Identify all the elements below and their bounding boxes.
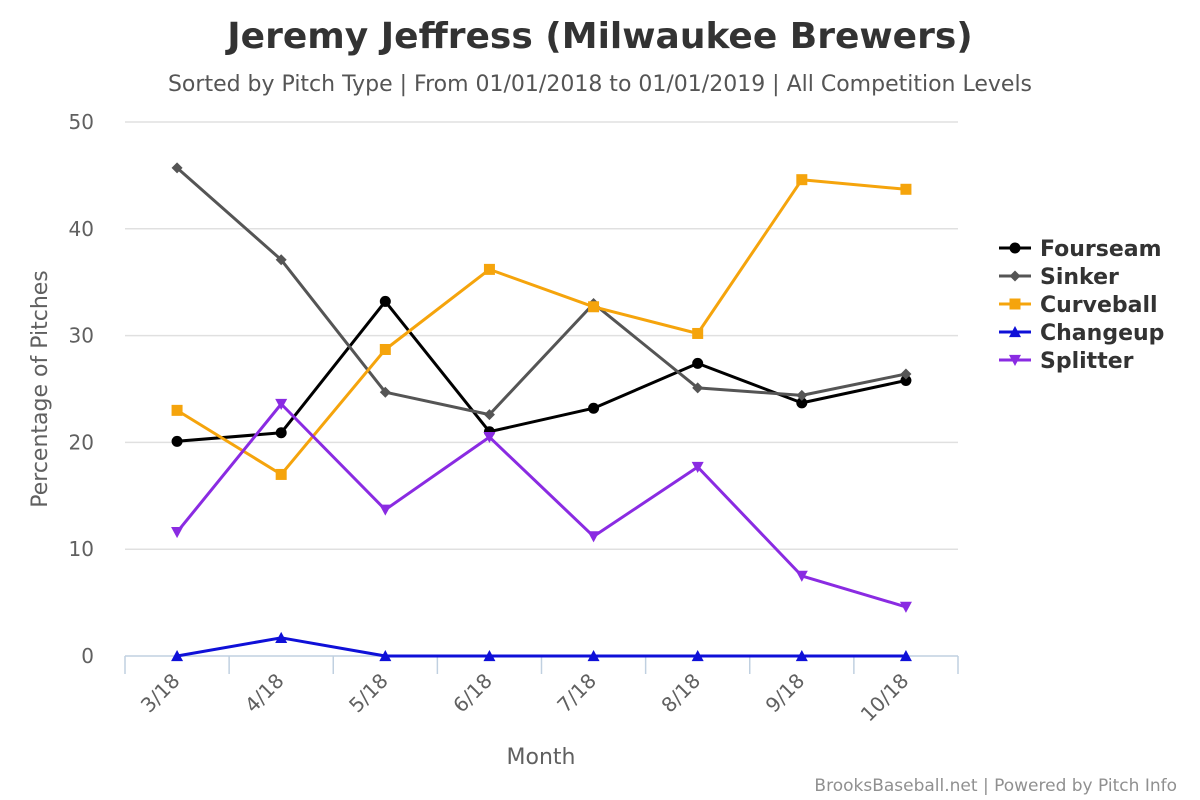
data-point-sinker: [379, 386, 391, 398]
data-point-curveball: [275, 468, 287, 480]
data-point-curveball: [171, 404, 183, 416]
chart-subtitle: Sorted by Pitch Type | From 01/01/2018 t…: [168, 72, 1032, 97]
grid-lines: 0 10 20 30 40 50: [69, 110, 958, 668]
data-point-splitter: [171, 527, 184, 539]
legend-marker-icon: [1009, 298, 1021, 310]
data-point-splitter: [587, 531, 600, 543]
legend-item-curveball[interactable]: Curveball: [999, 293, 1158, 318]
x-axis-title: Month: [507, 745, 576, 770]
data-point-curveball: [692, 327, 704, 339]
y-tick-label: 40: [69, 217, 94, 241]
legend-item-fourseam[interactable]: Fourseam: [999, 237, 1162, 262]
data-point-sinker: [275, 254, 287, 266]
series-sinker: [171, 162, 912, 421]
data-point-curveball: [588, 301, 600, 313]
series-curveball: [171, 174, 912, 480]
y-tick-label: 20: [69, 430, 94, 454]
data-point-sinker: [796, 389, 808, 401]
data-point-sinker: [900, 368, 912, 380]
data-point-changeup: [275, 631, 288, 643]
data-point-splitter: [483, 431, 496, 444]
data-point-curveball: [483, 263, 495, 275]
y-tick-label: 30: [69, 324, 94, 348]
data-point-sinker: [483, 409, 495, 421]
y-tick-label: 50: [69, 110, 94, 134]
legend-label: Sinker: [1040, 265, 1119, 290]
y-tick-label: 10: [69, 537, 94, 561]
data-point-changeup: [899, 650, 912, 662]
series-line-sinker: [175, 166, 908, 417]
data-point-fourseam: [796, 397, 808, 409]
data-point-splitter: [275, 398, 288, 410]
y-tick-label: 0: [81, 644, 94, 668]
data-point-splitter: [691, 461, 704, 473]
legend-marker-icon: [1009, 354, 1021, 366]
legend-marker-icon: [1009, 242, 1021, 254]
data-point-changeup: [379, 650, 392, 662]
legend-item-changeup[interactable]: Changeup: [999, 321, 1164, 346]
data-point-fourseam: [379, 295, 391, 307]
data-point-fourseam: [171, 435, 183, 447]
series-fourseam: [171, 295, 912, 447]
data-point-splitter: [795, 570, 808, 582]
data-point-curveball: [796, 174, 808, 186]
data-point-splitter: [379, 504, 392, 516]
data-point-changeup: [587, 650, 600, 662]
chart-title: Jeremy Jeffress (Milwaukee Brewers): [224, 16, 972, 57]
series-splitter: [171, 398, 912, 613]
legend-label: Fourseam: [1040, 237, 1162, 262]
data-point-curveball: [379, 343, 391, 355]
data-point-changeup: [171, 650, 184, 662]
data-point-splitter: [899, 601, 912, 613]
data-point-changeup: [483, 650, 496, 662]
legend-label: Splitter: [1040, 349, 1134, 374]
legend: Fourseam Sinker Curveball Changeup Splitter: [999, 237, 1164, 374]
data-point-fourseam: [275, 427, 287, 439]
series-changeup: [171, 631, 912, 662]
legend-marker-icon: [1009, 326, 1021, 338]
data-point-sinker: [171, 162, 183, 174]
data-point-fourseam: [900, 374, 912, 386]
series-line-changeup: [175, 636, 908, 658]
legend-marker-icon: [1009, 270, 1021, 282]
series-line-splitter: [175, 402, 908, 609]
legend-item-sinker[interactable]: Sinker: [999, 265, 1119, 290]
data-point-fourseam: [588, 402, 600, 414]
legend-label: Changeup: [1040, 321, 1164, 346]
credits-text[interactable]: BrooksBaseball.net | Powered by Pitch In…: [814, 776, 1177, 796]
plot-series: [171, 162, 912, 662]
legend-item-splitter[interactable]: Splitter: [999, 349, 1134, 374]
series-line-fourseam: [175, 299, 908, 443]
data-point-changeup: [795, 650, 808, 662]
data-point-curveball: [900, 183, 912, 195]
series-line-curveball: [175, 178, 908, 476]
data-point-sinker: [692, 382, 704, 394]
data-point-fourseam: [692, 357, 704, 369]
y-axis-title: Percentage of Pitches: [28, 270, 53, 508]
data-point-changeup: [691, 650, 704, 662]
legend-label: Curveball: [1040, 293, 1158, 318]
